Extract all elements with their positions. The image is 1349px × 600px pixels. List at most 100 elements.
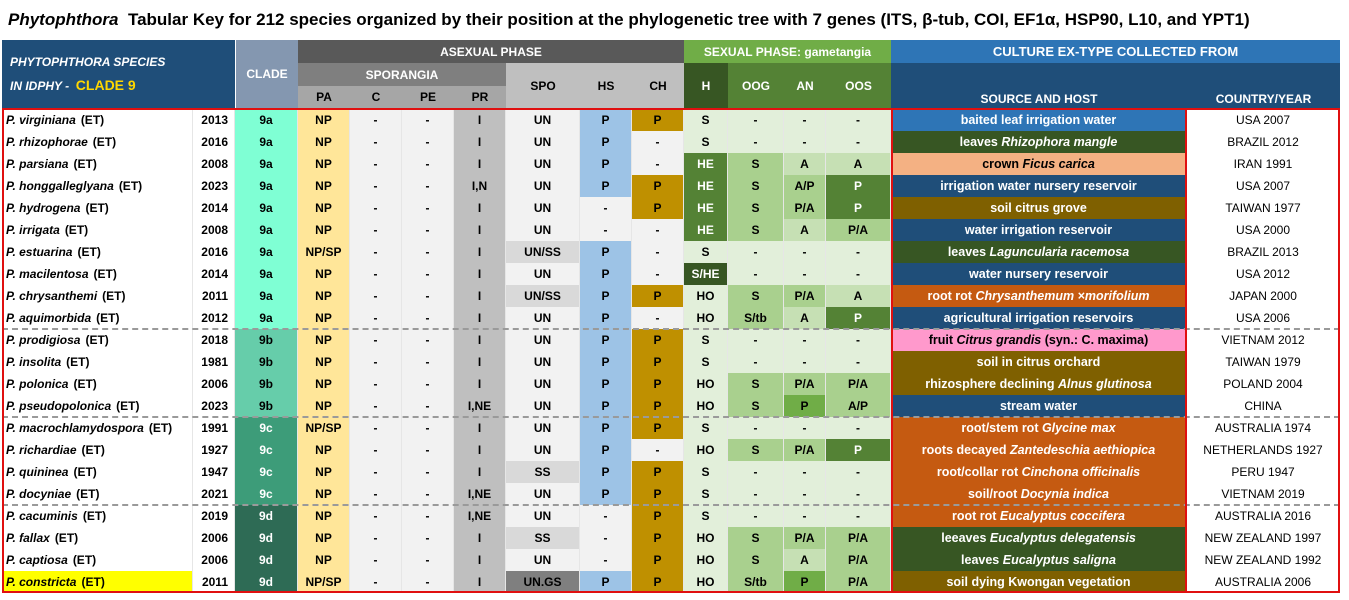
spo-cell: UN — [506, 263, 580, 285]
oos-cell: P/A — [826, 527, 891, 549]
table-row: P. honggalleglyana (ET) 2023 9a NP - - I,N UN P P H… — [2, 175, 1340, 197]
pe-cell: - — [402, 395, 454, 417]
pe-cell: - — [402, 109, 454, 131]
spo-cell: UN — [506, 417, 580, 439]
year-cell: 2006 — [193, 549, 235, 571]
spo-cell: UN — [506, 549, 580, 571]
hs-cell: P — [580, 483, 632, 505]
an-cell: A — [784, 307, 826, 329]
c-cell: - — [350, 219, 402, 241]
hs-cell: P — [580, 285, 632, 307]
species-name: P. macilentosa — [6, 267, 89, 281]
source-text: leaves — [947, 245, 990, 259]
hs-header: HS — [580, 63, 632, 108]
table-row: P. estuarina (ET) 2016 9a NP/SP - - I UN/SS P - S - -… — [2, 241, 1340, 263]
country-year-cell: NEW ZEALAND 1997 — [1187, 527, 1340, 549]
source-text: irrigation water nursery reservoir — [940, 179, 1137, 193]
an-cell: - — [784, 131, 826, 153]
pr-cell: I — [454, 439, 506, 461]
country-year-cell: USA 2006 — [1187, 307, 1340, 329]
year-cell: 2006 — [193, 373, 235, 395]
ex-type-marker: (ET) — [81, 575, 105, 589]
source-text: root/collar rot — [936, 465, 1022, 479]
h-cell: HE — [684, 219, 728, 241]
pe-cell: - — [402, 153, 454, 175]
pr-cell: I — [454, 263, 506, 285]
ch-cell: P — [632, 175, 684, 197]
table-row: P. docyniae (ET) 2021 9c NP - - I,NE UN P P S - - - soi… — [2, 483, 1340, 505]
oog-cell: S — [728, 175, 784, 197]
pr-cell: I — [454, 307, 506, 329]
country-year-cell: USA 2007 — [1187, 109, 1340, 131]
c-cell: - — [350, 285, 402, 307]
spo-cell: UN.GS — [506, 571, 580, 593]
an-cell: - — [784, 109, 826, 131]
pr-cell: I — [454, 241, 506, 263]
species-name: P. captiosa — [6, 553, 68, 567]
oos-cell: - — [826, 461, 891, 483]
oog-cell: S — [728, 373, 784, 395]
pe-cell: - — [402, 131, 454, 153]
c-cell: - — [350, 351, 402, 373]
source-host-cell: leaves Eucalyptus saligna — [891, 549, 1187, 571]
spo-cell: UN — [506, 109, 580, 131]
an-cell: - — [784, 417, 826, 439]
species-name-cell: P. parsiana (ET) — [2, 153, 193, 175]
oos-cell: P — [826, 439, 891, 461]
oos-cell: P — [826, 307, 891, 329]
species-name-cell: P. insolita (ET) — [2, 351, 193, 373]
table-row: P. fallax (ET) 2006 9d NP - - I SS - P HO S P/A P/A lee… — [2, 527, 1340, 549]
oog-cell: S — [728, 197, 784, 219]
table-row: P. captiosa (ET) 2006 9d NP - - I UN - P HO S A P/A lea… — [2, 549, 1340, 571]
pa-cell: NP — [298, 285, 350, 307]
pe-cell: - — [402, 417, 454, 439]
spo-cell: UN — [506, 351, 580, 373]
year-cell: 2008 — [193, 153, 235, 175]
an-cell: A — [784, 153, 826, 175]
oog-cell: - — [728, 351, 784, 373]
ex-type-marker: (ET) — [72, 553, 97, 567]
ex-type-marker: (ET) — [102, 289, 126, 303]
source-host-cell: fruit Citrus grandis (syn.: C. maxima) — [891, 329, 1187, 351]
ch-cell: P — [632, 285, 684, 307]
country-year-cell: VIETNAM 2012 — [1187, 329, 1340, 351]
spo-cell: UN — [506, 483, 580, 505]
species-name-cell: P. macrochlamydospora (ET) — [2, 417, 193, 439]
c-cell: - — [350, 571, 402, 593]
table-row: P. polonica (ET) 2006 9b NP - - I UN P P HO S P/A P/A r… — [2, 373, 1340, 395]
table-row: P. chrysanthemi (ET) 2011 9a NP - - I UN/SS P P HO S… — [2, 285, 1340, 307]
species-name: P. hydrogena — [6, 201, 81, 215]
source-host-cell: roots decayed Zantedeschia aethiopica — [891, 439, 1187, 461]
pr-cell: I — [454, 417, 506, 439]
source-host-cell: soil dying Kwongan vegetation — [891, 571, 1187, 593]
pa-header: PA — [298, 86, 350, 108]
h-cell: HO — [684, 549, 728, 571]
country-year-cell: TAIWAN 1977 — [1187, 197, 1340, 219]
source-text: roots decayed — [921, 443, 1011, 457]
an-cell: P/A — [784, 373, 826, 395]
table-row: P. aquimorbida (ET) 2012 9a NP - - I UN P - HO S/tb A… — [2, 307, 1340, 329]
spo-cell: UN — [506, 131, 580, 153]
table-row: P. quininea (ET) 1947 9c NP - - I SS P P S - - - root/c… — [2, 461, 1340, 483]
hs-cell: P — [580, 571, 632, 593]
oos-cell: P — [826, 197, 891, 219]
source-text: soil in citrus orchard — [976, 355, 1101, 369]
species-header: PHYTOPHTHORA SPECIES IN IDPHY - CLADE 9 — [2, 40, 235, 108]
oog-cell: - — [728, 483, 784, 505]
c-cell: - — [350, 153, 402, 175]
pr-cell: I — [454, 549, 506, 571]
hs-cell: - — [580, 505, 632, 527]
pa-cell: NP/SP — [298, 571, 350, 593]
year-cell: 2012 — [193, 307, 235, 329]
ch-cell: - — [632, 307, 684, 329]
clade-cell: 9b — [235, 351, 298, 373]
spo-cell: SS — [506, 527, 580, 549]
h-cell: S — [684, 241, 728, 263]
pr-cell: I,NE — [454, 483, 506, 505]
an-cell: - — [784, 329, 826, 351]
pa-cell: NP — [298, 505, 350, 527]
c-cell: - — [350, 461, 402, 483]
h-cell: S — [684, 505, 728, 527]
an-cell: - — [784, 461, 826, 483]
